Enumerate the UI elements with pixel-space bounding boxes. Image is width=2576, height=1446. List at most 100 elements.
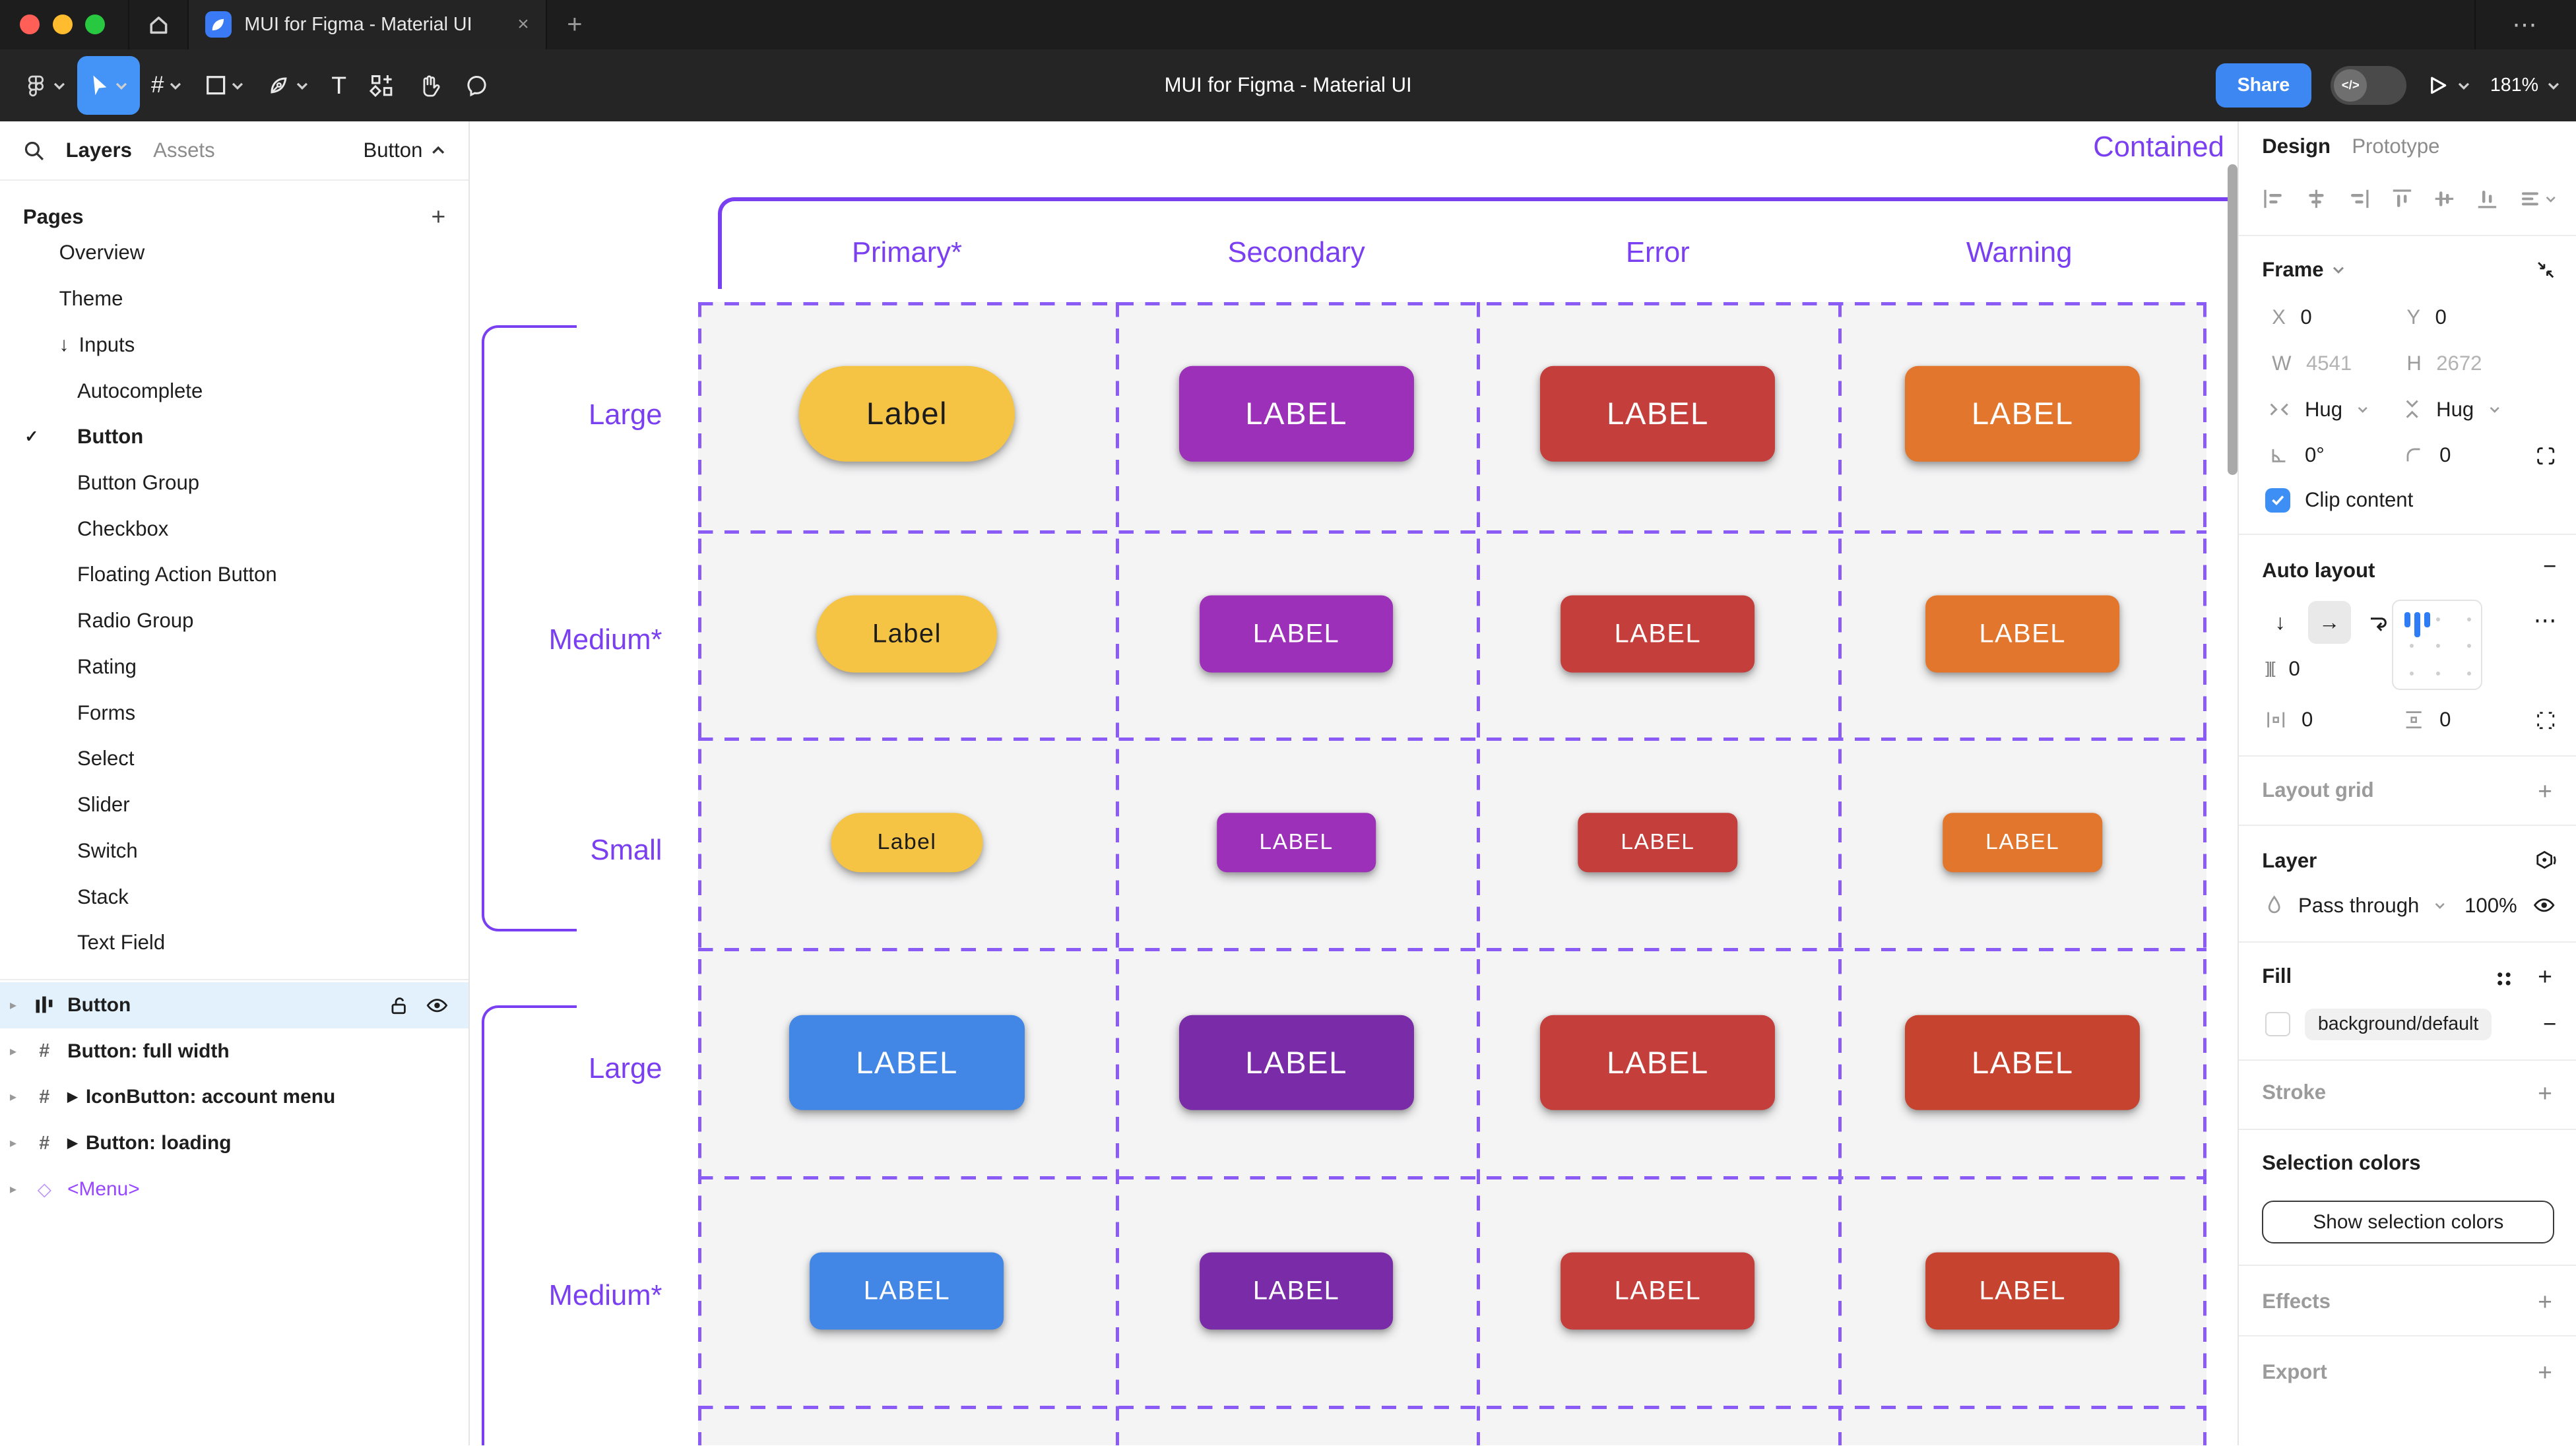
page-item-button[interactable]: ✓ Button xyxy=(0,414,468,460)
hand-tool-button[interactable] xyxy=(406,56,453,115)
canvas-scrollbar[interactable] xyxy=(2228,164,2238,475)
frame-title-contained[interactable]: Contained xyxy=(2093,131,2224,164)
page-item-button-group[interactable]: Button Group xyxy=(0,460,468,506)
align-left-icon[interactable] xyxy=(2262,187,2285,210)
tab-assets[interactable]: Assets xyxy=(153,139,215,162)
clip-content-checkbox[interactable]: Clip content xyxy=(2265,487,2413,513)
canvas[interactable]: Contained Primary* Secondary Error Warni… xyxy=(470,121,2238,1446)
visibility-icon[interactable] xyxy=(426,995,449,1016)
home-tab[interactable] xyxy=(129,0,189,49)
button-warning-large-contained[interactable]: LABEL xyxy=(1905,1015,2141,1111)
blend-mode-icon[interactable] xyxy=(2534,849,2557,872)
add-fill-button[interactable]: + xyxy=(2538,962,2552,991)
remove-fill-button[interactable]: − xyxy=(2543,1011,2557,1037)
button-primary-large[interactable]: Label xyxy=(799,366,1015,462)
button-warning-large[interactable]: LABEL xyxy=(1905,366,2141,462)
vertical-sizing-dropdown[interactable]: Hug xyxy=(2403,398,2500,422)
auto-layout-options-icon[interactable]: ⋯ xyxy=(2533,608,2557,634)
button-primary-large-contained[interactable]: LABEL xyxy=(789,1015,1025,1111)
vertical-padding-field[interactable]: 0 xyxy=(2403,708,2451,732)
maximize-window-button[interactable] xyxy=(85,15,106,35)
fill-token-chip[interactable]: background/default xyxy=(2304,1008,2492,1040)
page-item-switch[interactable]: Switch xyxy=(0,828,468,874)
page-item-overview[interactable]: Overview xyxy=(0,230,468,276)
page-item-theme[interactable]: Theme xyxy=(0,276,468,322)
opacity-value[interactable]: 100% xyxy=(2464,893,2517,917)
layer-item-iconbutton-account-menu[interactable]: ▸ # ▶ IconButton: account menu xyxy=(0,1074,468,1120)
shape-tool-button[interactable] xyxy=(193,56,256,115)
remove-auto-layout-button[interactable]: − xyxy=(2543,553,2557,580)
width-field[interactable]: W 4541 xyxy=(2272,352,2352,375)
rotation-field[interactable]: 0° xyxy=(2269,443,2325,467)
height-field[interactable]: H 2672 xyxy=(2406,352,2482,375)
align-horizontal-center-icon[interactable] xyxy=(2305,187,2328,210)
button-error-large[interactable]: LABEL xyxy=(1540,366,1776,462)
independent-corners-icon[interactable] xyxy=(2535,445,2556,466)
page-item-rating[interactable]: Rating xyxy=(0,644,468,690)
page-item-slider[interactable]: Slider xyxy=(0,782,468,828)
add-export-button[interactable]: + xyxy=(2538,1358,2552,1387)
direction-horizontal-button[interactable]: → xyxy=(2307,601,2351,644)
button-secondary-medium[interactable]: LABEL xyxy=(1199,595,1394,673)
window-controls[interactable] xyxy=(0,0,130,49)
caret-icon[interactable]: ▸ xyxy=(9,1136,16,1151)
button-primary-medium-contained[interactable]: LABEL xyxy=(810,1252,1004,1330)
styles-icon[interactable] xyxy=(2494,969,2514,989)
layer-item-button-loading[interactable]: ▸ # ▶ Button: loading xyxy=(0,1120,468,1166)
fill-row[interactable]: background/default − xyxy=(2265,1008,2557,1040)
page-item-text-field[interactable]: Text Field xyxy=(0,920,468,966)
actions-tool-button[interactable] xyxy=(358,56,405,115)
tab-prototype[interactable]: Prototype xyxy=(2352,135,2440,158)
button-primary-small[interactable]: Label xyxy=(831,813,982,873)
zoom-control[interactable]: 181% xyxy=(2490,75,2560,96)
page-item-forms[interactable]: Forms xyxy=(0,690,468,736)
button-secondary-medium-contained[interactable]: LABEL xyxy=(1199,1252,1394,1330)
align-bottom-icon[interactable] xyxy=(2476,187,2499,210)
page-item-checkbox[interactable]: Checkbox xyxy=(0,506,468,552)
share-button[interactable]: Share xyxy=(2216,63,2311,108)
close-tab-icon[interactable]: × xyxy=(517,13,529,36)
pen-tool-button[interactable] xyxy=(256,56,320,115)
close-window-button[interactable] xyxy=(19,15,40,35)
window-menu-icon[interactable]: ⋯ xyxy=(2474,0,2576,49)
align-right-icon[interactable] xyxy=(2348,187,2371,210)
corner-radius-field[interactable]: 0 xyxy=(2403,443,2451,467)
button-warning-small[interactable]: LABEL xyxy=(1943,813,2102,873)
unlock-icon[interactable] xyxy=(388,995,409,1016)
frame-tool-button[interactable]: # xyxy=(140,56,194,115)
button-secondary-large-contained[interactable]: LABEL xyxy=(1178,1015,1414,1111)
page-item-select[interactable]: Select xyxy=(0,736,468,782)
visibility-icon[interactable] xyxy=(2532,895,2556,916)
fill-color-swatch[interactable] xyxy=(2265,1012,2290,1037)
page-item-stack[interactable]: Stack xyxy=(0,874,468,920)
page-item-inputs[interactable]: ↓ Inputs xyxy=(0,322,468,368)
align-vertical-center-icon[interactable] xyxy=(2433,187,2456,210)
button-warning-medium-contained[interactable]: LABEL xyxy=(1925,1252,2120,1330)
add-effect-button[interactable]: + xyxy=(2538,1288,2552,1316)
button-secondary-large[interactable]: LABEL xyxy=(1178,366,1414,462)
tab-design[interactable]: Design xyxy=(2262,135,2331,158)
button-error-medium[interactable]: LABEL xyxy=(1561,595,1755,673)
layer-item-button[interactable]: ▸ Button xyxy=(0,982,469,1028)
collapse-icon[interactable] xyxy=(2535,259,2556,280)
main-menu-button[interactable] xyxy=(13,56,77,115)
dev-mode-toggle[interactable]: </> xyxy=(2331,65,2406,106)
layer-item-button-full-width[interactable]: ▸ # Button: full width xyxy=(0,1028,468,1075)
button-error-large-contained[interactable]: LABEL xyxy=(1540,1015,1776,1111)
alignment-grid[interactable] xyxy=(2391,599,2482,690)
minimize-window-button[interactable] xyxy=(52,15,73,35)
layer-item-menu[interactable]: ▸ ◇ <Menu> xyxy=(0,1166,468,1212)
page-item-floating-action-button[interactable]: Floating Action Button xyxy=(0,552,468,598)
caret-icon[interactable]: ▸ xyxy=(9,1044,16,1059)
horizontal-sizing-dropdown[interactable]: Hug xyxy=(2269,398,2369,422)
frame-section-header[interactable]: Frame xyxy=(2262,258,2345,282)
horizontal-padding-field[interactable]: 0 xyxy=(2265,708,2313,732)
button-primary-medium[interactable]: Label xyxy=(816,595,998,673)
add-stroke-button[interactable]: + xyxy=(2538,1079,2552,1107)
caret-icon[interactable]: ▸ xyxy=(9,1090,16,1105)
tab-layers[interactable]: Layers xyxy=(65,139,132,162)
caret-icon[interactable]: ▸ xyxy=(9,997,16,1013)
caret-icon[interactable]: ▸ xyxy=(9,1181,16,1197)
text-tool-button[interactable]: T xyxy=(320,56,358,115)
